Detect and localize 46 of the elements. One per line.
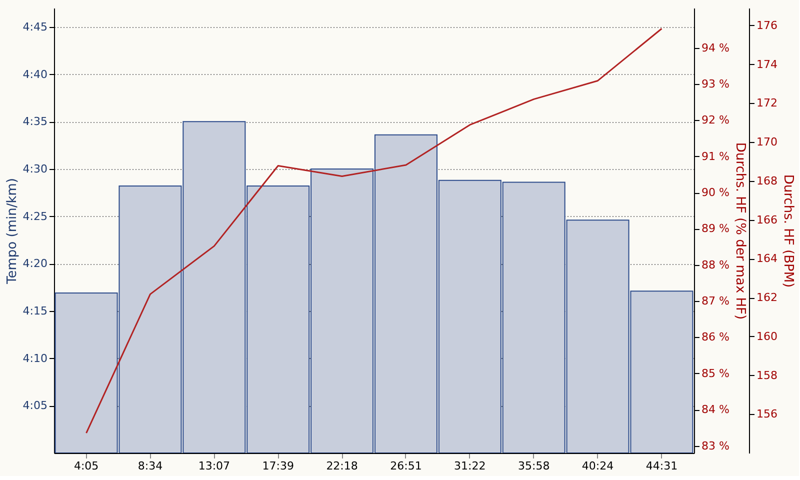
- y3-tick-label: 172: [756, 96, 778, 110]
- line-series: [86, 28, 662, 434]
- y3-tick-label: 166: [756, 213, 778, 226]
- y3-tick-label: 164: [756, 252, 778, 266]
- y3-tick-label: 156: [756, 408, 778, 421]
- y2-tick-label: 93 %: [702, 77, 730, 90]
- y-tick-label: 4:45: [22, 20, 48, 34]
- y3-tick-label: 158: [756, 368, 778, 382]
- y-tick-label: 4:30: [22, 162, 48, 176]
- y2-tick-label: 90 %: [702, 186, 730, 200]
- y-tick-label: 4:15: [22, 304, 48, 318]
- y2-tick-label: 94 %: [702, 41, 730, 54]
- x-tick-label: 4:05: [74, 460, 99, 472]
- y2-tick-label: 91 %: [702, 150, 730, 163]
- x-tick-label: 44:31: [646, 460, 678, 472]
- x-tick-label: 17:39: [262, 460, 294, 472]
- y2-tick-label: 85 %: [702, 366, 730, 380]
- y3-tick-label: 168: [756, 174, 778, 188]
- x-tick-label: 22:18: [326, 460, 358, 472]
- y-tick-label: 4:05: [22, 399, 48, 412]
- x-tick-label: 40:24: [582, 460, 614, 472]
- y-tick-label: 4:35: [22, 115, 48, 128]
- y3-tick-label: 160: [756, 330, 778, 343]
- y2-tick-label: 83 %: [702, 439, 730, 452]
- y2-tick-label: 88 %: [702, 258, 730, 272]
- y2-axis-title: Durchs. HF (% der max HF): [732, 142, 748, 320]
- y3-tick-label: 176: [756, 18, 778, 32]
- y3-tick-label: 162: [756, 291, 778, 304]
- x-tick-label: 31:22: [454, 460, 486, 472]
- y2-tick-label: 86 %: [702, 330, 730, 344]
- y-tick-label: 4:10: [22, 352, 48, 365]
- x-tick-label: 8:34: [138, 460, 163, 472]
- x-tick-label: 13:07: [198, 460, 230, 472]
- x-tick-label: 35:58: [518, 460, 550, 472]
- y2-tick-label: 87 %: [702, 294, 730, 308]
- x-tick-label: 26:51: [390, 460, 422, 472]
- y-axis-title: Tempo (min/km): [4, 178, 20, 285]
- y3-axis-title: Durchs. HF (BPM): [780, 174, 796, 288]
- y3-tick-label: 174: [756, 58, 778, 71]
- y3-tick-label: 170: [756, 136, 778, 149]
- y2-tick-label: 89 %: [702, 222, 730, 236]
- y2-tick-label: 92 %: [702, 114, 730, 127]
- y-tick-label: 4:25: [22, 210, 48, 223]
- y-tick-label: 4:40: [22, 68, 48, 81]
- y-tick-label: 4:20: [22, 257, 48, 270]
- y2-tick-label: 84 %: [702, 403, 730, 416]
